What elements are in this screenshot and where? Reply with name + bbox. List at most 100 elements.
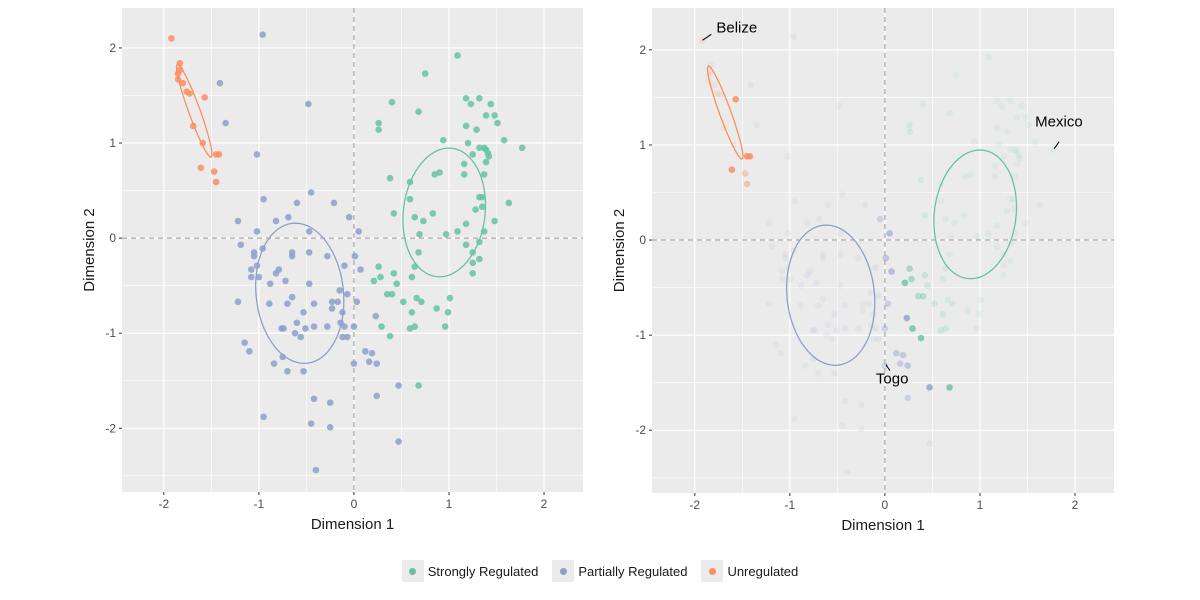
point-partially-regulated [285, 213, 292, 221]
point-strongly-regulated [431, 171, 439, 178]
point-strongly-regulated [386, 332, 394, 340]
point-strongly-regulated [400, 298, 407, 306]
point-partially-regulated [336, 287, 343, 294]
point-strongly-regulated [460, 171, 468, 178]
point-unregulated [743, 180, 751, 188]
point-partially-regulated [341, 262, 348, 269]
point-strongly-regulated [460, 160, 468, 168]
point-partially-regulated [343, 290, 351, 298]
y-tick-label: 2 [109, 41, 116, 55]
point-strongly-regulated [960, 212, 968, 219]
point-strongly-regulated [991, 162, 999, 170]
point-partially-regulated [833, 327, 840, 334]
point-strongly-regulated [942, 325, 950, 332]
point-strongly-regulated [408, 273, 416, 281]
point-strongly-regulated [494, 119, 501, 127]
point-partially-regulated [288, 252, 296, 260]
point-partially-regulated [926, 440, 933, 447]
point-strongly-regulated [1011, 146, 1019, 153]
point-partially-regulated [836, 230, 844, 237]
point-strongly-regulated [909, 325, 916, 332]
point-strongly-regulated [991, 173, 999, 180]
point-strongly-regulated [478, 193, 486, 201]
y-tick-label: 2 [639, 43, 646, 57]
point-partially-regulated [305, 100, 312, 108]
point-strongly-regulated [993, 222, 1001, 230]
point-partially-regulated [819, 251, 827, 258]
point-unregulated [201, 94, 208, 101]
y-tick-label: -2 [105, 421, 116, 435]
point-partially-regulated [893, 349, 900, 357]
y-axis-title: Dimension 2 [611, 209, 628, 292]
point-partially-regulated [926, 384, 933, 391]
legend-label: Partially Regulated [578, 563, 688, 579]
legend-label: Unregulated [727, 563, 799, 579]
point-partially-regulated [797, 282, 805, 289]
point-strongly-regulated [411, 213, 419, 221]
point-partially-regulated [307, 420, 315, 427]
x-tick-label: 2 [541, 497, 548, 511]
point-strongly-regulated [908, 275, 915, 283]
point-strongly-regulated [973, 232, 981, 240]
annotation-leader-line [885, 364, 891, 371]
point-strongly-regulated [442, 231, 450, 238]
point-strongly-regulated [413, 294, 420, 302]
point-partially-regulated [350, 323, 358, 330]
point-partially-regulated [824, 321, 832, 328]
point-strongly-regulated [462, 241, 470, 249]
point-strongly-regulated [439, 136, 447, 144]
x-tick-label: 2 [1072, 498, 1079, 512]
point-strongly-regulated [390, 269, 398, 277]
point-partially-regulated [831, 310, 838, 318]
point-strongly-regulated [415, 108, 422, 115]
point-partially-regulated [872, 264, 879, 271]
point-partially-regulated [791, 415, 798, 423]
point-strongly-regulated [469, 269, 477, 277]
point-partially-regulated [831, 369, 838, 377]
point-partially-regulated [326, 399, 334, 406]
point-partially-regulated [874, 292, 882, 300]
point-unregulated [179, 79, 187, 87]
point-partially-regulated [300, 308, 307, 316]
point-strongly-regulated [995, 141, 1003, 149]
point-partially-regulated [373, 360, 381, 367]
point-strongly-regulated [946, 384, 953, 391]
legend-label: Strongly Regulated [427, 563, 539, 579]
point-partially-regulated [293, 319, 301, 327]
point-partially-regulated [365, 358, 373, 366]
point-strongly-regulated [972, 325, 980, 332]
point-partially-regulated [350, 360, 358, 367]
x-tick-label: 1 [977, 498, 984, 512]
y-tick-label: 1 [639, 138, 646, 152]
point-strongly-regulated [462, 95, 470, 102]
point-partially-regulated [824, 201, 832, 209]
point-partially-regulated [362, 347, 369, 355]
point-strongly-regulated [482, 112, 490, 119]
point-partially-regulated [872, 325, 879, 332]
point-partially-regulated [328, 305, 336, 312]
ellipse-unregulated [706, 65, 744, 160]
annotation-leader-line [1053, 141, 1060, 149]
point-partially-regulated [300, 367, 307, 375]
point-partially-regulated [778, 275, 786, 283]
point-partially-regulated [288, 293, 296, 301]
point-partially-regulated [876, 215, 884, 223]
point-strongly-regulated [375, 119, 382, 127]
point-strongly-regulated [1000, 261, 1008, 269]
point-partially-regulated [865, 300, 873, 308]
point-partially-regulated [870, 335, 877, 343]
point-partially-regulated [324, 252, 331, 260]
point-strongly-regulated [476, 95, 483, 102]
plot-background [652, 8, 1114, 493]
point-strongly-regulated [375, 126, 382, 134]
point-strongly-regulated [964, 307, 971, 314]
point-partially-regulated [395, 382, 402, 389]
point-strongly-regulated [985, 230, 992, 237]
point-unregulated [215, 151, 223, 158]
point-strongly-regulated [454, 228, 461, 235]
point-partially-regulated [835, 102, 843, 110]
point-partially-regulated [772, 341, 779, 348]
point-partially-regulated [803, 271, 811, 279]
point-partially-regulated [816, 215, 823, 223]
x-axis-title: Dimension 1 [841, 517, 924, 534]
